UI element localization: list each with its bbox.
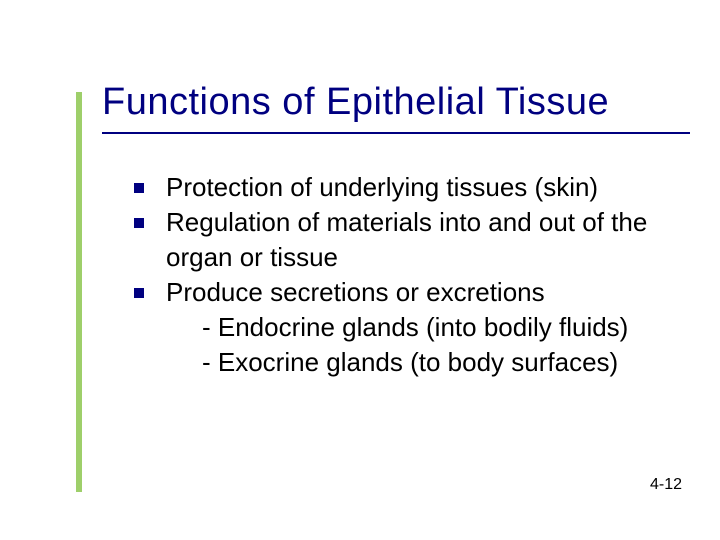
sub-line: - Endocrine glands (into bodily fluids) bbox=[166, 310, 680, 345]
bullet-list: Protection of underlying tissues (skin) … bbox=[130, 170, 680, 381]
title-underline bbox=[102, 132, 690, 134]
bullet-text: Produce secretions or excretions bbox=[166, 277, 545, 307]
list-item: Protection of underlying tissues (skin) bbox=[130, 170, 680, 205]
accent-bar bbox=[76, 92, 82, 492]
slide-title: Functions of Epithelial Tissue bbox=[102, 82, 690, 130]
sub-line: - Exocrine glands (to body surfaces) bbox=[166, 345, 680, 380]
slide-number: 4-12 bbox=[650, 476, 682, 494]
bullet-text: Regulation of materials into and out of … bbox=[166, 207, 647, 272]
bullet-text: Protection of underlying tissues (skin) bbox=[166, 172, 598, 202]
list-item: Produce secretions or excretions - Endoc… bbox=[130, 275, 680, 380]
slide: Functions of Epithelial Tissue Protectio… bbox=[0, 0, 720, 540]
title-block: Functions of Epithelial Tissue bbox=[102, 82, 690, 134]
list-item: Regulation of materials into and out of … bbox=[130, 205, 680, 275]
slide-body: Protection of underlying tissues (skin) … bbox=[130, 170, 680, 381]
